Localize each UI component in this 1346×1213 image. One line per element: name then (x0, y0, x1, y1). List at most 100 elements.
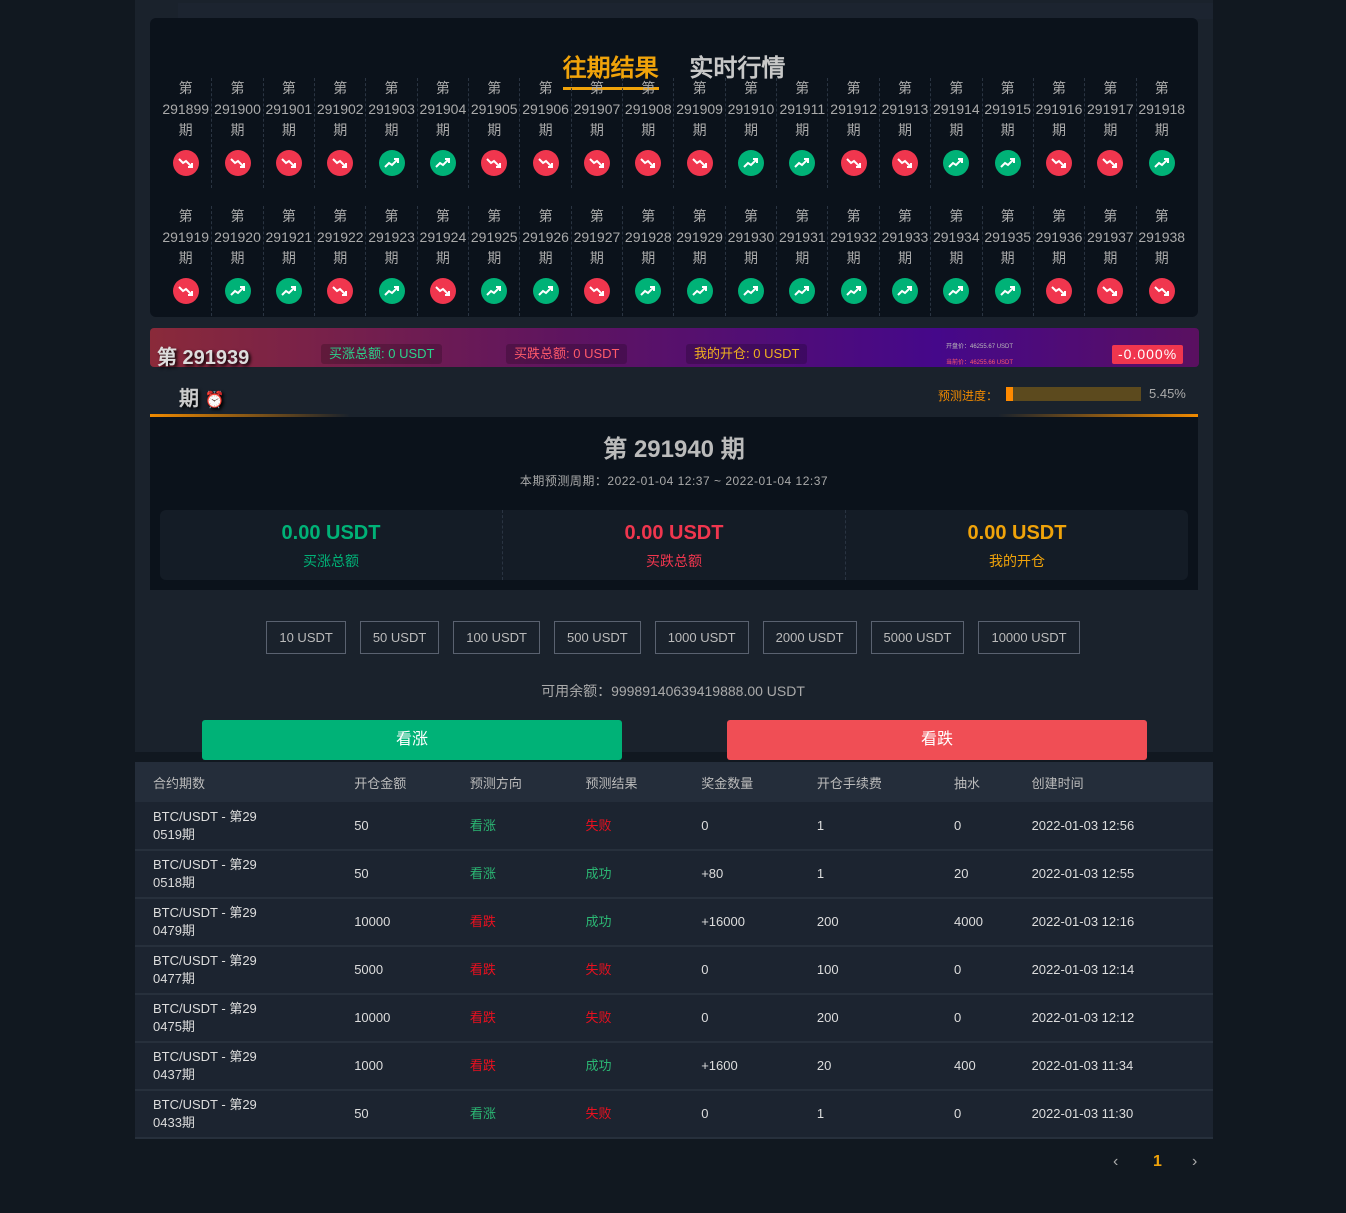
period-suffix: 期 (435, 122, 450, 138)
history-item: 第 291911 期 (776, 78, 827, 188)
prev-page-button[interactable]: ‹ (1113, 1153, 1119, 1170)
trend-up-icon (789, 150, 816, 176)
next-page-button[interactable]: › (1192, 1153, 1198, 1170)
period-prefix: 第 (1154, 208, 1169, 224)
trend-down-icon (327, 278, 354, 304)
period-prefix: 第 (743, 80, 758, 96)
fee-cell: 20 (798, 1042, 937, 1091)
history-row: 第 291899 期 第 291900 期 第 291901 期 第 291902 期 第 291903 期… (160, 78, 1187, 188)
period-prefix: 第 (384, 80, 399, 96)
period-number: 291904 (419, 101, 467, 117)
trend-down-icon (1148, 278, 1175, 304)
period-number: 291908 (624, 101, 672, 117)
period-prefix: 第 (846, 208, 861, 224)
progress-bar (1006, 387, 1141, 401)
period-suffix: 期 (1103, 250, 1118, 266)
period-suffix: 期 (641, 122, 656, 138)
buy-up-button[interactable]: 看涨 (202, 720, 622, 760)
prize-cell: +1600 (683, 1042, 799, 1091)
period-suffix: 期 (1103, 122, 1118, 138)
change-badge: -0.000% (1112, 345, 1184, 364)
amount-options: 10 USDT 50 USDT 100 USDT 500 USDT 1000 USDT 2… (0, 621, 1346, 654)
available-balance: 可用余额：99989140639419888.00 USDT (541, 683, 805, 699)
stat-label: 买涨总额 (303, 553, 359, 569)
amount-button[interactable]: 5000 USDT (870, 621, 965, 654)
period-number: 291923 (368, 229, 415, 245)
period-suffix: 期 (846, 122, 861, 138)
commission-cell: 4000 (936, 898, 1014, 947)
history-item: 第 291926 期 (519, 206, 570, 316)
result-cell: 失败 (567, 946, 684, 995)
period-suffix: 期 (178, 122, 193, 138)
trend-up-icon (378, 150, 405, 176)
period-number: 291915 (984, 101, 1032, 117)
direction-cell: 看涨 (451, 850, 568, 899)
period-number: 291911 (779, 101, 826, 117)
history-item: 第 291899 期 (160, 78, 211, 188)
period-number: 291930 (727, 229, 775, 245)
fee-cell: 200 (798, 994, 937, 1043)
period-suffix: 期 (692, 122, 707, 138)
amount-cell: 10000 (336, 898, 452, 947)
period-number: 291901 (265, 101, 313, 117)
contract-line-1: BTC/USDT - 第29 (153, 1097, 257, 1112)
buy-up-total: 买涨总额: 0 USDT (321, 344, 443, 364)
history-item: 第 291927 期 (570, 206, 622, 316)
contract-line-2: 0519期 (153, 826, 195, 842)
commission-cell: 400 (936, 1042, 1014, 1091)
tab-live-market[interactable]: 实时行情 (689, 55, 786, 82)
history-item: 第 291910 期 (724, 78, 776, 188)
direction-cell: 看跌 (451, 946, 568, 995)
trend-up-icon (789, 278, 816, 304)
history-item: 第 291925 期 (468, 206, 519, 316)
amount-button[interactable]: 500 USDT (554, 621, 641, 654)
history-item: 第 291917 期 (1084, 78, 1135, 188)
column-header: 合约期数 (135, 762, 337, 802)
stat-value: 0.00 USDT (624, 522, 724, 544)
period-suffix: 期 ⏰ (179, 382, 224, 411)
history-item: 第 291902 期 (314, 78, 365, 188)
amount-cell: 1000 (336, 1042, 452, 1091)
period-prefix: 第 (1103, 208, 1118, 224)
trend-up-icon (378, 278, 405, 304)
period-number: 291905 (470, 101, 518, 117)
page-1-button[interactable]: 1 (1153, 1153, 1162, 1170)
direction-cell: 看跌 (451, 1042, 568, 1091)
buy-down-button[interactable]: 看跌 (727, 720, 1147, 760)
period-prefix: 第 (641, 208, 656, 224)
amount-button[interactable]: 1000 USDT (654, 621, 749, 654)
period-number: 291924 (419, 229, 467, 245)
amount-button[interactable]: 50 USDT (359, 621, 440, 654)
created-time-cell: 2022-01-03 12:14 (1013, 946, 1213, 995)
amount-button[interactable]: 2000 USDT (762, 621, 857, 654)
history-item: 第 291914 期 (930, 78, 981, 188)
history-item: 第 291922 期 (314, 206, 365, 316)
period-suffix: 期 (589, 250, 604, 266)
period-number: 291925 (470, 229, 518, 245)
stat-item: 0.00 USDT 我的开仓 (845, 510, 1188, 580)
column-header: 开仓金额 (336, 762, 452, 802)
fee-cell: 1 (798, 1090, 937, 1139)
current-period-title: 第 291939 (157, 347, 250, 369)
period-number: 291934 (932, 229, 980, 245)
trend-up-icon (943, 278, 970, 304)
trend-down-icon (1097, 278, 1124, 304)
amount-button[interactable]: 10000 USDT (978, 621, 1080, 654)
period-prefix: 第 (333, 80, 348, 96)
fee-cell: 100 (798, 946, 937, 995)
table-row: BTC/USDT - 第29 0477期 5000 看跌 失败 0 100 0 2022-01-… (135, 946, 1213, 995)
alarm-clock-icon: ⏰ (204, 392, 225, 409)
amount-button[interactable]: 10 USDT (266, 621, 346, 654)
history-item: 第 291931 期 (776, 206, 827, 316)
period-suffix: 期 (949, 122, 964, 138)
tab-past-results[interactable]: 往期结果 (562, 48, 659, 90)
period-prefix: 第 (949, 80, 964, 96)
period-suffix: 期 (1154, 250, 1169, 266)
trend-down-icon (327, 150, 354, 176)
period-prefix: 第 (281, 80, 296, 96)
history-item: 第 291907 期 (570, 78, 622, 188)
amount-button[interactable]: 100 USDT (453, 621, 540, 654)
commission-cell: 0 (936, 1090, 1014, 1139)
trend-down-icon (583, 278, 610, 304)
period-prefix: 第 (949, 208, 964, 224)
